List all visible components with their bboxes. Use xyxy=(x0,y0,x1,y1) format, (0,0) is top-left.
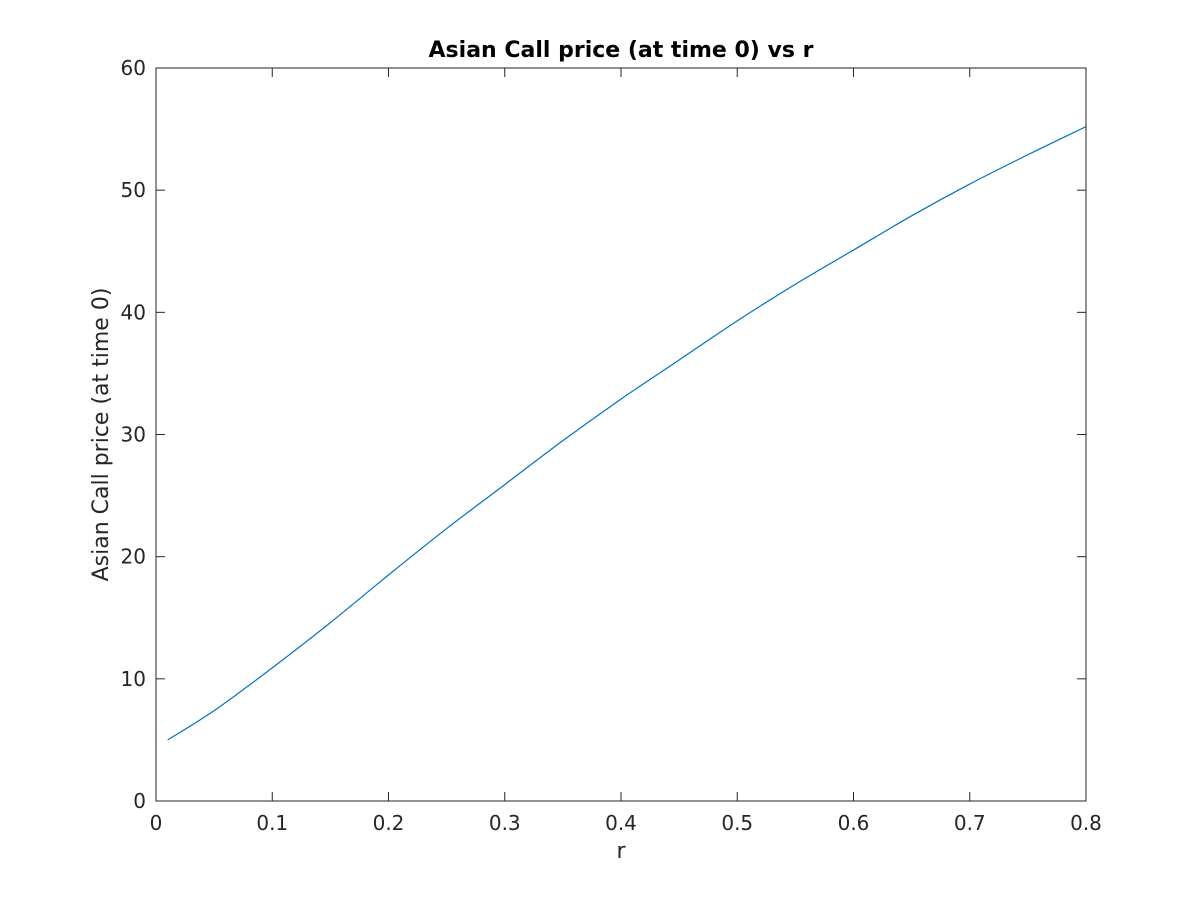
series-line-0 xyxy=(167,126,1087,741)
y-tick-label: 20 xyxy=(121,545,146,569)
y-tick-label: 0 xyxy=(133,789,146,813)
y-axis-label: Asian Call price (at time 0) xyxy=(89,288,114,582)
series-layer xyxy=(167,126,1087,741)
x-tick-label: 0.6 xyxy=(838,811,870,835)
x-tick-label: 0.8 xyxy=(1070,811,1102,835)
chart-title: Asian Call price (at time 0) vs r xyxy=(429,38,814,63)
x-tick-label: 0.5 xyxy=(721,811,753,835)
plot-area xyxy=(156,68,1086,801)
y-ticks: 0 10 20 30 40 50 60 xyxy=(121,56,1086,813)
x-tick-label: 0.7 xyxy=(954,811,986,835)
y-tick-label: 50 xyxy=(121,178,146,202)
x-tick-label: 0.1 xyxy=(256,811,288,835)
x-axis-label: r xyxy=(616,839,626,864)
y-tick-label: 60 xyxy=(121,56,146,80)
x-ticks: 0 0.1 0.2 0.3 0.4 0.5 0.6 0.7 0.8 xyxy=(150,68,1102,835)
x-tick-label: 0.4 xyxy=(605,811,637,835)
y-tick-label: 10 xyxy=(121,667,146,691)
x-tick-label: 0 xyxy=(150,811,163,835)
y-tick-label: 40 xyxy=(121,300,146,324)
x-tick-label: 0.3 xyxy=(489,811,521,835)
y-tick-label: 30 xyxy=(121,423,146,447)
x-tick-label: 0.2 xyxy=(373,811,405,835)
